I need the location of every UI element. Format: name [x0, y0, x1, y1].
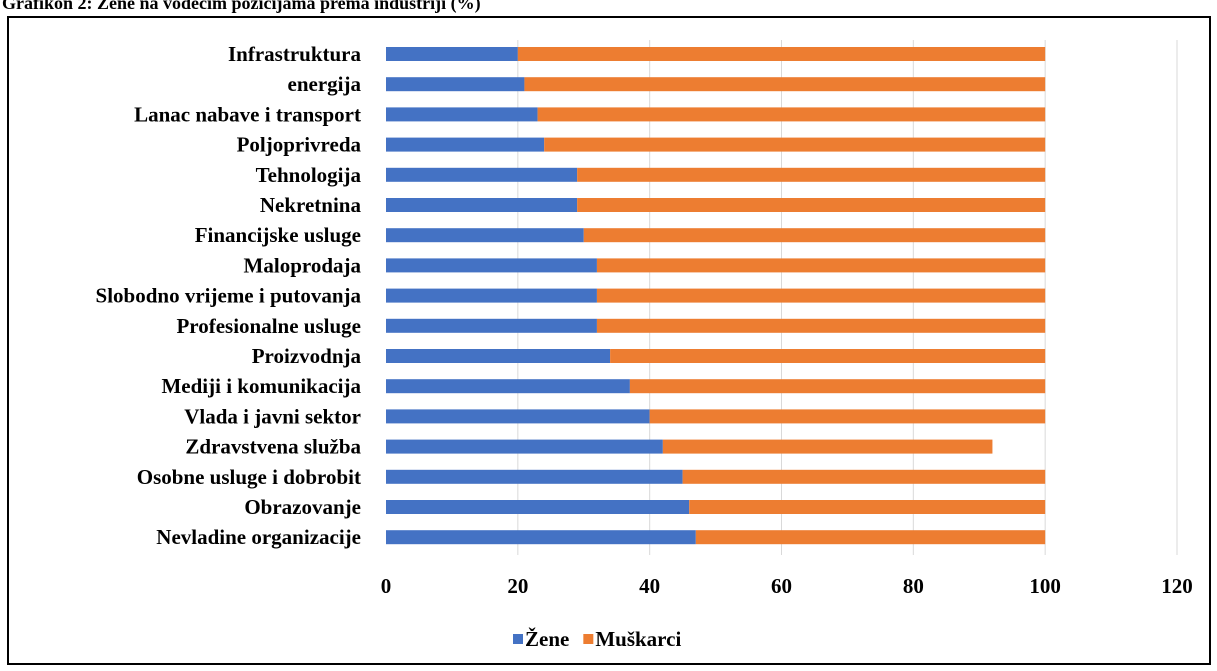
- x-tick-label: 40: [639, 574, 660, 598]
- category-label: Profesionalne usluge: [176, 314, 361, 338]
- category-label: Financijske usluge: [195, 223, 361, 247]
- legend-swatch-muskarci: [583, 634, 594, 644]
- bar-segment-muskarci: [577, 198, 1046, 212]
- bar-segment-zene: [386, 439, 663, 454]
- category-label: Obrazovanje: [244, 495, 361, 519]
- category-labels: Infrastruktura energija Lanac nabave i tra…: [96, 42, 362, 549]
- chart-caption: Grafikon 2: Žene na vodećim pozicijama p…: [2, 0, 481, 13]
- x-tick-label: 60: [771, 574, 792, 598]
- bar-segment-zene: [386, 409, 650, 424]
- bar-segment-muskarci: [596, 318, 1046, 333]
- x-tick-label: 120: [1161, 574, 1193, 598]
- legend-swatch-zene: [513, 634, 523, 644]
- x-tick-label: 100: [1029, 574, 1061, 598]
- legend-label-muskarci: Muškarci: [595, 627, 681, 651]
- bar-segment-zene: [386, 500, 690, 514]
- bar-segment-zene: [386, 198, 578, 212]
- bar-segment-muskarci: [517, 47, 1046, 61]
- category-label: Mediji i komunikacija: [161, 374, 361, 398]
- bar-segment-muskarci: [610, 349, 1046, 363]
- category-label: Proizvodnja: [252, 344, 362, 368]
- bar-segment-muskarci: [524, 77, 1046, 92]
- bar-segment-zene: [386, 77, 525, 92]
- category-label: Nekretnina: [260, 193, 362, 217]
- x-tick-label: 0: [381, 574, 392, 598]
- bar-segment-muskarci: [662, 439, 993, 454]
- bar-segment-muskarci: [537, 107, 1046, 122]
- category-label: Zdravstvena služba: [185, 435, 361, 459]
- bar-segment-muskarci: [583, 228, 1046, 243]
- chart-frame: [7, 16, 1211, 665]
- bar-segment-muskarci: [577, 167, 1046, 182]
- bar-segment-muskarci: [689, 500, 1046, 514]
- bar-segment-zene: [386, 349, 611, 363]
- bar-segment-zene: [386, 530, 696, 545]
- bar-segment-muskarci: [596, 258, 1046, 273]
- x-axis-tick-labels: 0 20 40 60 80 100 120: [381, 574, 1193, 598]
- bar-segment-zene: [386, 228, 584, 243]
- bar-segment-muskarci: [649, 409, 1046, 424]
- bar-segment-muskarci: [682, 469, 1046, 484]
- category-label: Vlada i javni sektor: [184, 404, 361, 428]
- bars: [386, 47, 1046, 545]
- category-label: Osobne usluge i dobrobit: [137, 465, 361, 489]
- category-label: Tehnologija: [256, 163, 362, 187]
- bar-segment-muskarci: [544, 137, 1046, 152]
- bar-segment-zene: [386, 167, 578, 182]
- category-label: Infrastruktura: [228, 42, 362, 66]
- bar-segment-muskarci: [596, 288, 1046, 303]
- bar-segment-zene: [386, 318, 597, 333]
- bar-segment-zene: [386, 469, 683, 484]
- bar-segment-muskarci: [695, 530, 1046, 545]
- legend-label-zene: Žene: [525, 627, 569, 651]
- bar-segment-zene: [386, 379, 630, 394]
- category-label: Nevladine organizacije: [156, 525, 361, 549]
- x-tick-label: 20: [507, 574, 528, 598]
- bar-segment-zene: [386, 288, 597, 303]
- category-label: Poljoprivreda: [237, 133, 362, 157]
- category-label: Slobodno vrijeme i putovanja: [96, 284, 362, 308]
- legend: Žene Muškarci: [513, 627, 681, 651]
- bar-segment-zene: [386, 47, 518, 61]
- category-label: energija: [288, 72, 362, 96]
- bar-segment-zene: [386, 137, 545, 152]
- category-label: Lanac nabave i transport: [134, 102, 361, 126]
- category-label: Maloprodaja: [244, 253, 362, 277]
- bar-segment-muskarci: [629, 379, 1046, 394]
- x-tick-label: 80: [903, 574, 924, 598]
- bar-segment-zene: [386, 258, 597, 273]
- bar-segment-zene: [386, 107, 538, 122]
